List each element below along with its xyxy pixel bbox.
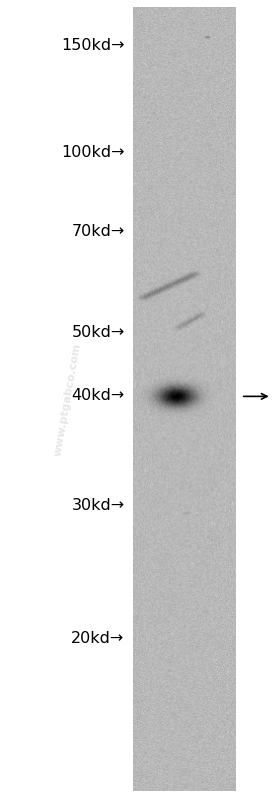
Text: 150kd→: 150kd→ [61, 38, 125, 53]
Text: 40kd→: 40kd→ [71, 388, 125, 403]
Text: 50kd→: 50kd→ [71, 325, 125, 340]
Text: www.ptgabco.com: www.ptgabco.com [52, 342, 82, 457]
Text: 70kd→: 70kd→ [71, 224, 125, 239]
Text: 30kd→: 30kd→ [71, 498, 125, 513]
Text: 20kd→: 20kd→ [71, 631, 125, 646]
Text: 100kd→: 100kd→ [61, 145, 125, 161]
